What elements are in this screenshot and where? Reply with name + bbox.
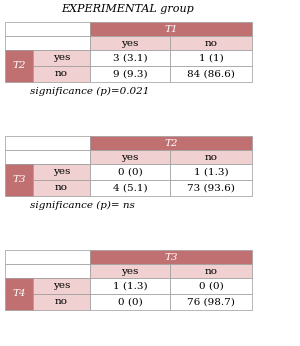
Text: 84 (86.6): 84 (86.6): [187, 70, 235, 79]
Bar: [170, 50, 252, 66]
Bar: [33, 278, 90, 294]
Bar: [90, 250, 252, 264]
Bar: [33, 294, 90, 310]
Bar: [90, 50, 170, 66]
Bar: [90, 180, 170, 196]
Bar: [33, 50, 90, 66]
Bar: [5, 164, 33, 196]
Text: 0 (0): 0 (0): [118, 167, 142, 176]
Bar: [5, 278, 33, 310]
Bar: [170, 150, 252, 164]
Text: T3: T3: [12, 175, 26, 184]
Bar: [90, 150, 170, 164]
Text: yes: yes: [53, 167, 70, 176]
Bar: [90, 278, 170, 294]
Bar: [5, 50, 33, 82]
Text: yes: yes: [121, 38, 139, 47]
Bar: [5, 150, 90, 164]
Text: no: no: [205, 153, 218, 162]
Text: 1 (1.3): 1 (1.3): [194, 167, 228, 176]
Bar: [5, 22, 90, 36]
Text: T2: T2: [12, 62, 26, 71]
Text: 0 (0): 0 (0): [199, 282, 224, 291]
Text: no: no: [55, 70, 68, 79]
Bar: [90, 264, 170, 278]
Bar: [5, 136, 90, 150]
Text: yes: yes: [53, 54, 70, 63]
Bar: [90, 66, 170, 82]
Bar: [90, 164, 170, 180]
Text: yes: yes: [121, 153, 139, 162]
Bar: [170, 164, 252, 180]
Text: 1 (1.3): 1 (1.3): [113, 282, 147, 291]
Bar: [90, 22, 252, 36]
Text: T3: T3: [164, 253, 178, 262]
Text: 1 (1): 1 (1): [199, 54, 224, 63]
Bar: [90, 136, 252, 150]
Text: no: no: [205, 38, 218, 47]
Text: no: no: [55, 183, 68, 192]
Bar: [5, 36, 90, 50]
Bar: [5, 264, 90, 278]
Text: 4 (5.1): 4 (5.1): [113, 183, 147, 192]
Text: no: no: [205, 266, 218, 275]
Bar: [170, 294, 252, 310]
Bar: [170, 36, 252, 50]
Bar: [170, 264, 252, 278]
Text: T1: T1: [164, 25, 178, 34]
Text: 9 (9.3): 9 (9.3): [113, 70, 147, 79]
Bar: [90, 36, 170, 50]
Text: no: no: [55, 298, 68, 307]
Text: T4: T4: [12, 290, 26, 299]
Bar: [170, 278, 252, 294]
Text: yes: yes: [53, 282, 70, 291]
Text: EXPERIMENTAL group: EXPERIMENTAL group: [61, 4, 194, 14]
Text: significance (p)= ns: significance (p)= ns: [30, 200, 135, 210]
Text: 3 (3.1): 3 (3.1): [113, 54, 147, 63]
Text: yes: yes: [121, 266, 139, 275]
Bar: [33, 164, 90, 180]
Text: T2: T2: [164, 138, 178, 147]
Bar: [33, 180, 90, 196]
Text: significance (p)=0.021: significance (p)=0.021: [30, 86, 149, 95]
Text: 73 (93.6): 73 (93.6): [187, 183, 235, 192]
Bar: [170, 66, 252, 82]
Bar: [33, 66, 90, 82]
Bar: [5, 250, 90, 264]
Bar: [90, 294, 170, 310]
Text: 0 (0): 0 (0): [118, 298, 142, 307]
Bar: [170, 180, 252, 196]
Text: 76 (98.7): 76 (98.7): [187, 298, 235, 307]
